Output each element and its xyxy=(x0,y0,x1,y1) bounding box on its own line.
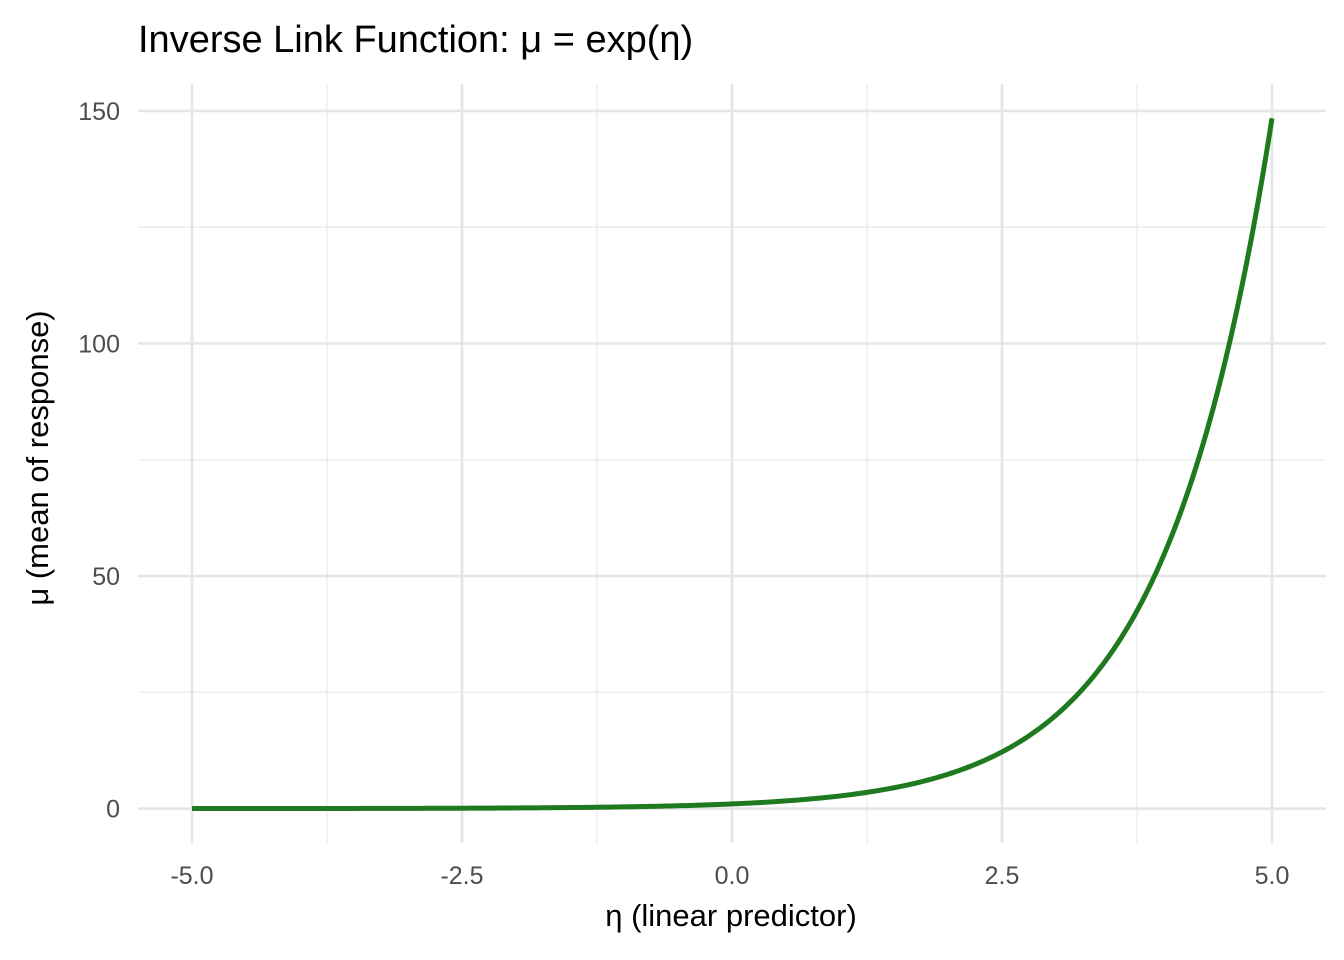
series-line xyxy=(192,117,1275,812)
y-tick-label: 0 xyxy=(106,796,120,824)
x-tick-label: 0.0 xyxy=(715,862,750,890)
y-tick-label: 50 xyxy=(92,563,120,591)
y-axis-title: μ (mean of response) xyxy=(20,310,55,605)
y-tick-label: 100 xyxy=(78,331,120,359)
y-tick-label: 150 xyxy=(78,98,120,126)
x-tick-label: -2.5 xyxy=(440,862,483,890)
x-tick-label: 5.0 xyxy=(1255,862,1290,890)
chart-title: Inverse Link Function: μ = exp(η) xyxy=(138,19,693,61)
plot-area: 0 50 100 150 -5.0 -2.5 0.0 2.5 5.0 xyxy=(78,84,1326,890)
x-tick-label: -5.0 xyxy=(170,862,213,890)
x-axis-title: η (linear predictor) xyxy=(605,898,857,933)
x-tick-label: 2.5 xyxy=(985,862,1020,890)
